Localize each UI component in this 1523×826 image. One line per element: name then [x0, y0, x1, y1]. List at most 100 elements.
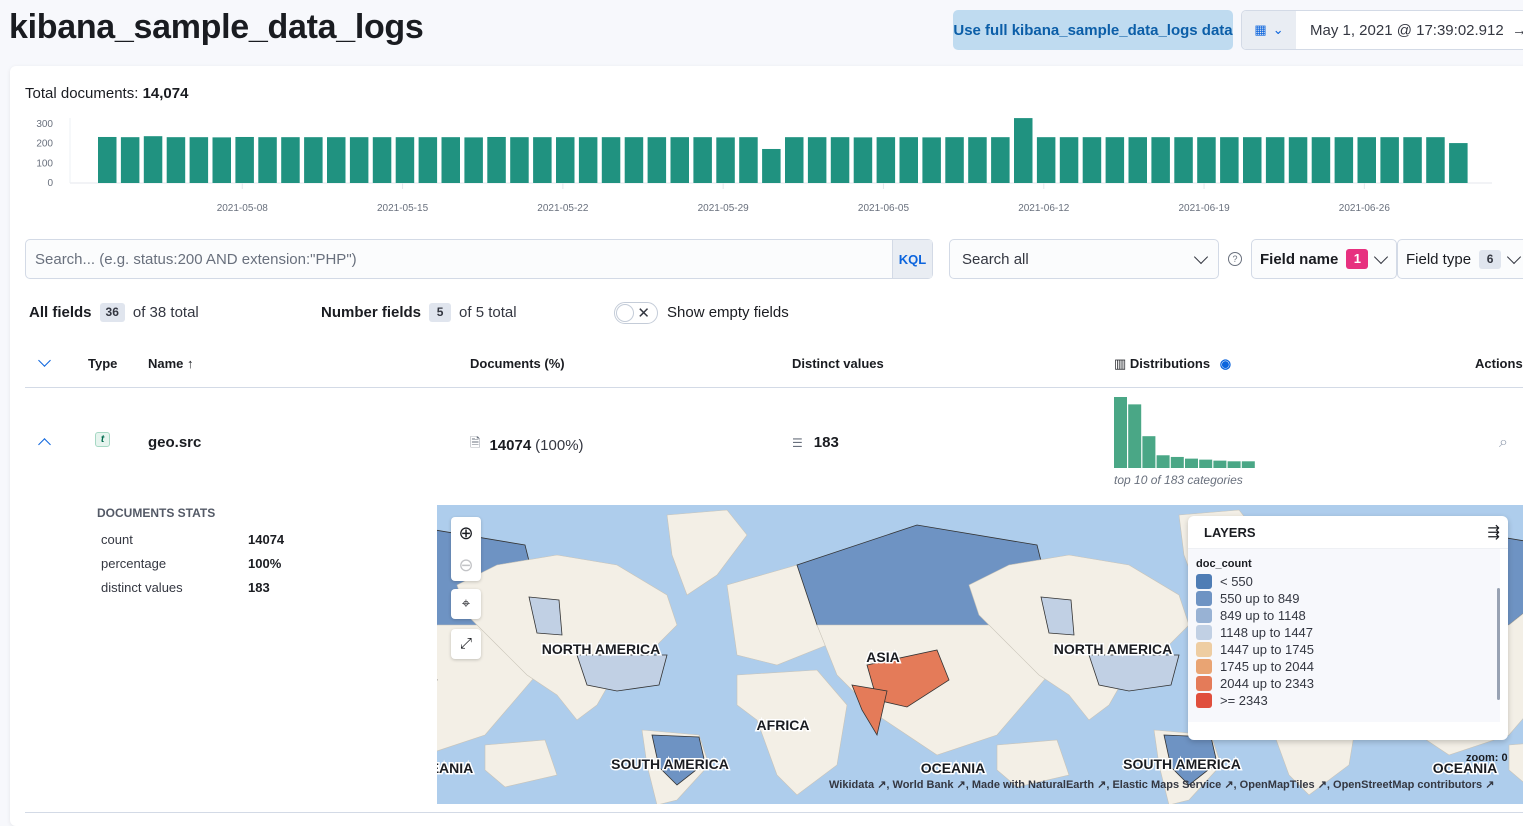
search-all-value: Search all [962, 250, 1029, 268]
legend-item: < 550 [1196, 573, 1492, 590]
legend-label: 2044 up to 2343 [1220, 676, 1314, 691]
help-icon[interactable]: ? [1228, 252, 1242, 266]
histogram-bar [762, 148, 781, 183]
distribution-bar [1199, 459, 1213, 468]
column-type[interactable]: Type [88, 356, 118, 371]
histogram-bar [1082, 137, 1102, 183]
fit-to-data-button[interactable]: ⌖ [451, 589, 481, 619]
histogram-bar [464, 137, 483, 183]
search-all-select[interactable]: Search all [949, 239, 1219, 279]
histogram-bar [578, 137, 598, 183]
histogram-bar [1128, 137, 1147, 183]
map-label: ASIA [866, 649, 899, 665]
date-quick-menu-button[interactable]: ▦ ⌄ [1242, 11, 1296, 49]
legend-label: 1447 up to 1745 [1220, 642, 1314, 657]
map-label: SOUTH AMERICA [611, 756, 729, 772]
expand-all-button[interactable] [38, 354, 51, 367]
legend-swatch [1196, 693, 1212, 708]
legend-item: >= 2343 [1196, 692, 1492, 709]
header-divider [25, 387, 1523, 388]
histogram-bar [441, 137, 460, 183]
documents-count: 🗎 14074 (100%) [470, 434, 584, 456]
layers-title: LAYERS [1204, 524, 1256, 540]
document-count-histogram: 0 100 200 300 2021-05-08 2021-05-15 2021-05-22… [36, 118, 1492, 214]
histogram-bar [693, 137, 712, 183]
distribution-bar [1142, 436, 1156, 468]
field-type-filter[interactable]: Field type 6 [1397, 239, 1523, 279]
histogram-bar [1426, 137, 1445, 183]
zoom-in-button[interactable]: ⊕ [458, 523, 474, 543]
histogram-bar [1380, 137, 1399, 183]
legend-item: 1447 up to 1745 [1196, 641, 1492, 658]
zoom-level: zoom: 0 [1466, 752, 1508, 764]
distinct-values-value: 183 [813, 434, 839, 451]
x-tick-label: 2021-05-22 [537, 203, 589, 214]
kql-button[interactable]: KQL [892, 240, 932, 278]
page-title: kibana_sample_data_logs [9, 8, 424, 46]
histogram-bar [327, 137, 346, 183]
collapse-layers-icon[interactable]: ⇶ [1487, 524, 1500, 541]
distribution-caption: top 10 of 183 categories [1114, 473, 1243, 487]
field-name-count-badge: 1 [1346, 249, 1369, 269]
legend-label: 1745 up to 2044 [1220, 659, 1314, 674]
histogram-bar [922, 137, 941, 183]
collapse-row-button[interactable] [38, 438, 51, 451]
chevron-down-icon: ⌄ [1272, 22, 1284, 37]
histogram-bar [1014, 118, 1033, 183]
map-canvas[interactable]: NORTH AMERICA AFRICA ASIA SOUTH AMERICA … [437, 505, 1523, 804]
layers-scrollbar[interactable] [1497, 588, 1500, 700]
legend-swatch [1196, 676, 1212, 691]
use-full-data-button[interactable]: Use full kibana_sample_data_logs data [953, 10, 1233, 50]
histogram-bar [166, 137, 186, 183]
histogram-bar [143, 136, 163, 183]
map-label: NORTH AMERICA [542, 641, 660, 657]
search-bar: KQL [25, 239, 933, 279]
column-name[interactable]: Name ↑ [148, 356, 194, 371]
histogram-bar [1220, 137, 1239, 183]
eye-icon[interactable]: ◉ [1219, 356, 1232, 371]
legend-item: 2044 up to 2343 [1196, 675, 1492, 692]
column-actions: Actions [1475, 356, 1523, 371]
distribution-bar [1128, 404, 1142, 468]
fullscreen-button[interactable]: ⤢ [451, 629, 481, 659]
stat-row: distinct values 183 [97, 580, 284, 604]
histogram-bar [556, 137, 575, 183]
histogram-bar [258, 137, 277, 183]
column-documents[interactable]: Documents (%) [470, 356, 565, 371]
date-picker[interactable]: ▦ ⌄ May 1, 2021 @ 17:39:02.912 → [1241, 10, 1523, 50]
expand-icon: ⤢ [459, 635, 472, 652]
legend-swatch [1196, 659, 1212, 674]
histogram-bar [945, 137, 964, 183]
histogram-bar [785, 137, 804, 183]
column-distinct-values[interactable]: Distinct values [792, 356, 884, 371]
field-name-label: Field name [1260, 250, 1339, 268]
map-label: OCEANIA [1433, 760, 1498, 776]
distribution-bar [1241, 461, 1255, 468]
arrow-right-icon: → [1512, 22, 1523, 39]
legend-label: 849 up to 1148 [1220, 608, 1306, 623]
histogram-bar [1059, 137, 1079, 183]
histogram-bar [349, 137, 369, 183]
x-tick-label: 2021-06-19 [1178, 203, 1230, 214]
search-input[interactable] [26, 240, 892, 278]
sort-ascending-icon: ↑ [187, 356, 194, 371]
database-icon: ☰ [792, 435, 803, 450]
histogram-bar [1265, 137, 1285, 183]
stat-label: distinct values [101, 580, 183, 595]
distribution-bar [1213, 460, 1227, 468]
column-distributions: ▥ Distributions ◉ [1114, 356, 1231, 372]
zoom-controls: ⊕ ⊖ [451, 517, 481, 581]
histogram-bar [1403, 137, 1422, 183]
date-start[interactable]: May 1, 2021 @ 17:39:02.912 → [1296, 11, 1523, 49]
field-name-filter[interactable]: Field name 1 [1251, 239, 1397, 279]
stat-value: 14074 [248, 532, 285, 547]
histogram-bar [120, 137, 140, 183]
explore-in-maps-icon[interactable]: ⌕ [1499, 434, 1508, 451]
column-distributions-label: Distributions [1129, 356, 1211, 371]
map-attribution[interactable]: Wikidata ↗, World Bank ↗, Made with Natu… [829, 779, 1495, 791]
histogram-bar [1311, 137, 1331, 183]
legend-field: doc_count [1196, 558, 1252, 570]
histogram-bar [624, 137, 644, 183]
show-empty-fields-toggle[interactable]: ✕ [614, 302, 658, 324]
zoom-out-button[interactable]: ⊖ [458, 555, 474, 575]
